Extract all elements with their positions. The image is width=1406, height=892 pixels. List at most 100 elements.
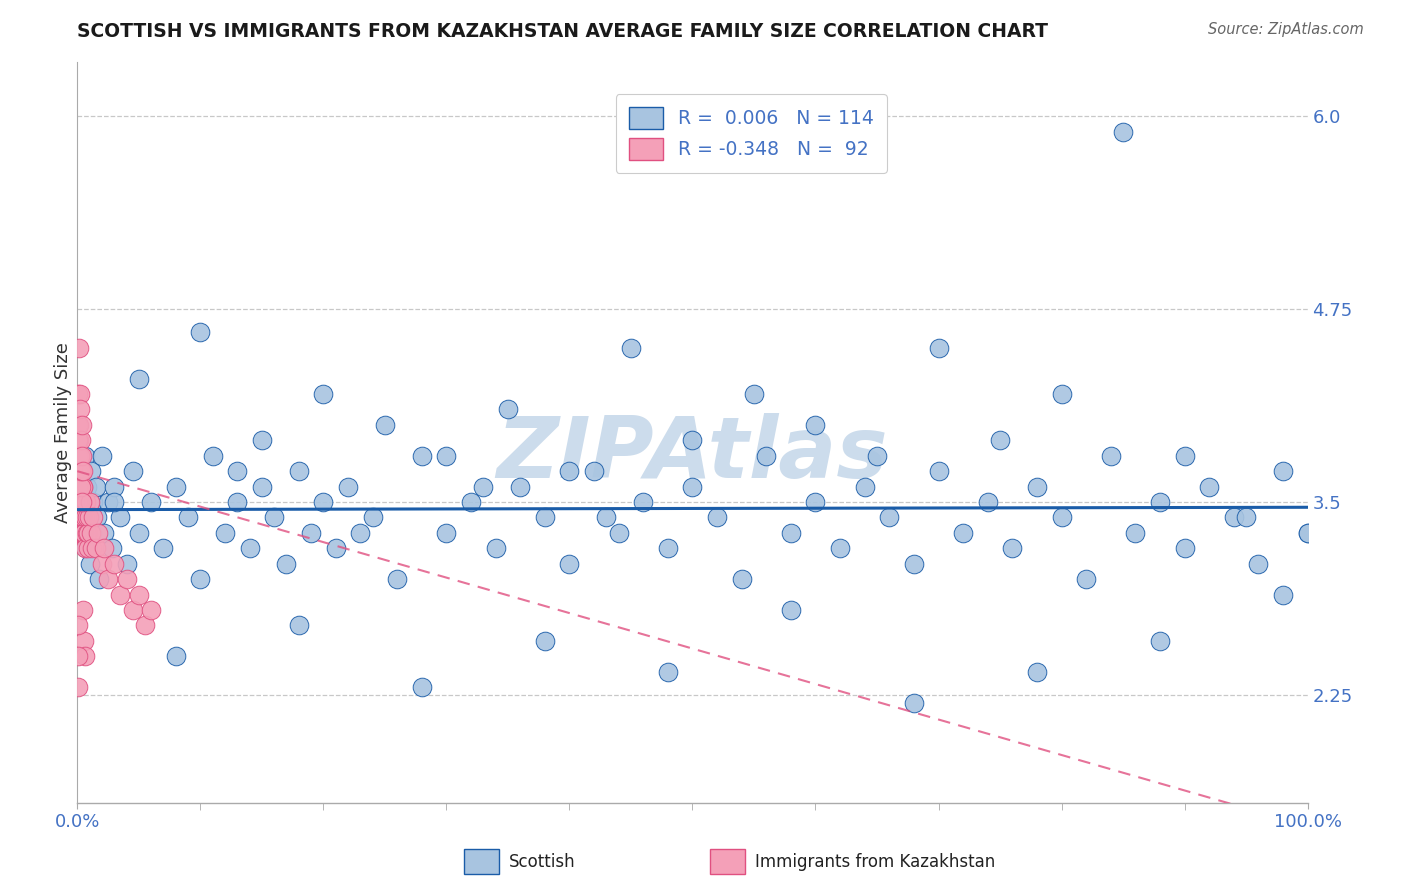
Point	[128, 371, 150, 385]
Point	[226, 464, 249, 478]
Point	[1296, 525, 1319, 540]
Point	[73, 510, 96, 524]
Point	[485, 541, 508, 556]
Point	[72, 510, 94, 524]
Point	[69, 525, 91, 540]
Point	[349, 525, 371, 540]
Point	[80, 525, 103, 540]
Point	[73, 495, 96, 509]
Point	[69, 464, 91, 478]
Point	[928, 464, 950, 478]
Point	[87, 525, 110, 540]
Point	[77, 525, 100, 540]
Point	[70, 495, 93, 509]
Point	[75, 495, 97, 509]
Point	[67, 417, 90, 432]
Point	[69, 480, 91, 494]
Point	[633, 495, 655, 509]
Point	[67, 495, 90, 509]
Point	[312, 495, 335, 509]
Point	[337, 480, 360, 494]
Point	[67, 449, 90, 463]
Point	[460, 495, 482, 509]
Point	[853, 480, 876, 494]
Point	[89, 572, 111, 586]
Point	[70, 510, 93, 524]
Point	[361, 510, 384, 524]
Point	[79, 557, 101, 571]
Point	[239, 541, 262, 556]
Point	[534, 510, 557, 524]
Text: Immigrants from Kazakhstan: Immigrants from Kazakhstan	[755, 853, 995, 871]
Text: ZIPAtlas: ZIPAtlas	[496, 413, 889, 496]
Point	[69, 510, 91, 524]
Point	[682, 480, 704, 494]
Point	[276, 557, 298, 571]
Point	[70, 510, 93, 524]
Point	[742, 387, 765, 401]
Point	[226, 495, 249, 509]
Point	[250, 434, 273, 448]
Point	[558, 557, 581, 571]
Point	[830, 541, 852, 556]
Point	[69, 510, 91, 524]
Point	[558, 464, 581, 478]
Point	[80, 464, 103, 478]
Point	[67, 510, 90, 524]
Point	[288, 618, 311, 632]
Point	[115, 557, 138, 571]
Point	[97, 572, 120, 586]
Point	[84, 480, 107, 494]
Point	[69, 464, 91, 478]
Point	[903, 696, 925, 710]
Point	[67, 480, 90, 494]
Point	[76, 541, 98, 556]
Point	[67, 449, 90, 463]
Point	[76, 480, 98, 494]
Point	[411, 680, 433, 694]
Point	[534, 633, 557, 648]
Point	[79, 495, 101, 509]
Point	[472, 480, 495, 494]
Point	[67, 464, 90, 478]
Point	[67, 680, 90, 694]
Point	[804, 417, 827, 432]
Point	[928, 341, 950, 355]
Point	[1296, 525, 1319, 540]
Point	[780, 525, 803, 540]
Point	[70, 464, 93, 478]
Point	[188, 572, 212, 586]
Point	[67, 480, 90, 494]
Point	[509, 480, 531, 494]
Point	[72, 480, 94, 494]
Point	[69, 495, 91, 509]
Point	[69, 464, 91, 478]
Point	[73, 449, 96, 463]
Point	[67, 464, 90, 478]
Point	[411, 449, 433, 463]
Point	[141, 603, 163, 617]
Point	[66, 449, 89, 463]
Point	[70, 495, 93, 509]
Point	[620, 341, 643, 355]
Point	[115, 572, 138, 586]
Point	[69, 480, 91, 494]
Point	[385, 572, 409, 586]
Point	[75, 541, 97, 556]
Point	[682, 434, 704, 448]
Point	[595, 510, 617, 524]
Point	[67, 417, 90, 432]
Point	[1050, 510, 1073, 524]
Point	[70, 434, 93, 448]
Point	[201, 449, 224, 463]
Point	[436, 525, 458, 540]
Y-axis label: Average Family Size: Average Family Size	[55, 343, 73, 523]
Point	[69, 480, 91, 494]
Point	[82, 541, 104, 556]
Point	[69, 387, 91, 401]
Point	[952, 525, 974, 540]
Point	[93, 525, 115, 540]
Point	[299, 525, 322, 540]
Point	[73, 633, 96, 648]
Point	[496, 402, 519, 417]
